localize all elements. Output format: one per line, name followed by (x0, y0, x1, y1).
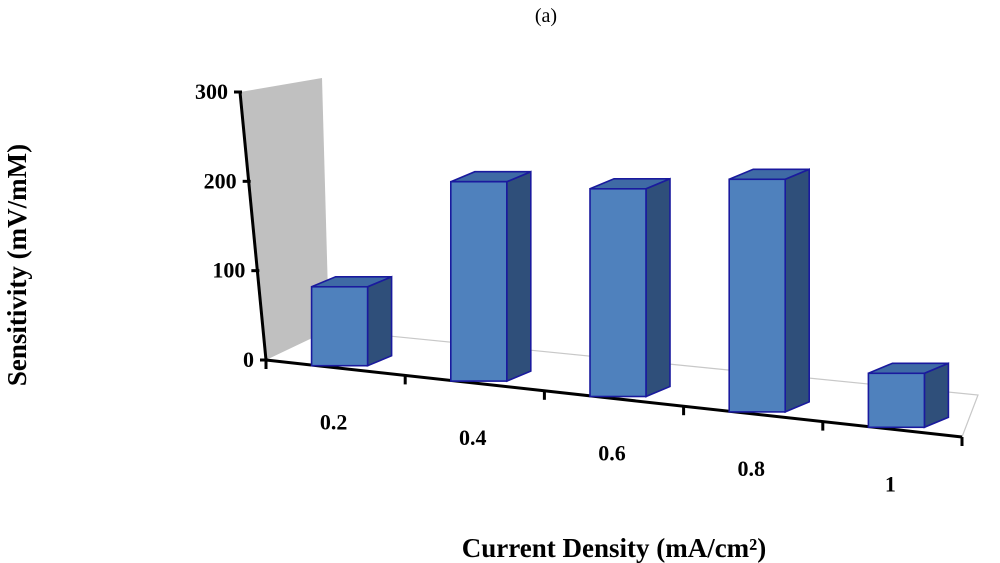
figure-label: (a) (535, 5, 557, 27)
bar (589, 177, 671, 398)
bar-front (728, 178, 787, 413)
bar (310, 275, 393, 367)
bar-front (589, 188, 647, 398)
x-tick-label: 0.2 (320, 410, 348, 435)
x-tick-label: 0.4 (459, 425, 487, 450)
bar (449, 170, 532, 383)
bar-front (310, 285, 369, 367)
y-tick-label: 0 (243, 347, 254, 372)
bar-front (449, 180, 508, 382)
y-tick-label: 300 (195, 79, 228, 104)
bar-front (867, 372, 926, 429)
y-axis-title: Sensitivity (mV/mM) (2, 144, 32, 386)
bar-side (505, 170, 532, 383)
x-axis: 0.2 0.4 0.6 0.8 1 (264, 358, 964, 496)
bars (310, 168, 950, 429)
x-tick-label: 0.8 (737, 456, 765, 481)
x-tick-label: 0.6 (598, 441, 626, 466)
y-axis: 0 100 200 300 (195, 79, 268, 372)
bar (728, 168, 811, 414)
bar-side (366, 275, 393, 367)
x-tick-label: 1 (885, 471, 896, 496)
y-tick-label: 100 (212, 258, 245, 283)
bar-side (645, 177, 671, 398)
bar-side (923, 362, 950, 429)
chart-floor-edge (328, 329, 979, 438)
x-axis-title: Current Density (mA/cm²) (462, 533, 767, 563)
x-axis-line (265, 358, 963, 439)
bar-side (784, 168, 811, 414)
bar (867, 362, 950, 429)
y-tick-label: 200 (204, 168, 237, 193)
y-axis-line (238, 91, 268, 361)
chart-back-wall (240, 78, 329, 360)
